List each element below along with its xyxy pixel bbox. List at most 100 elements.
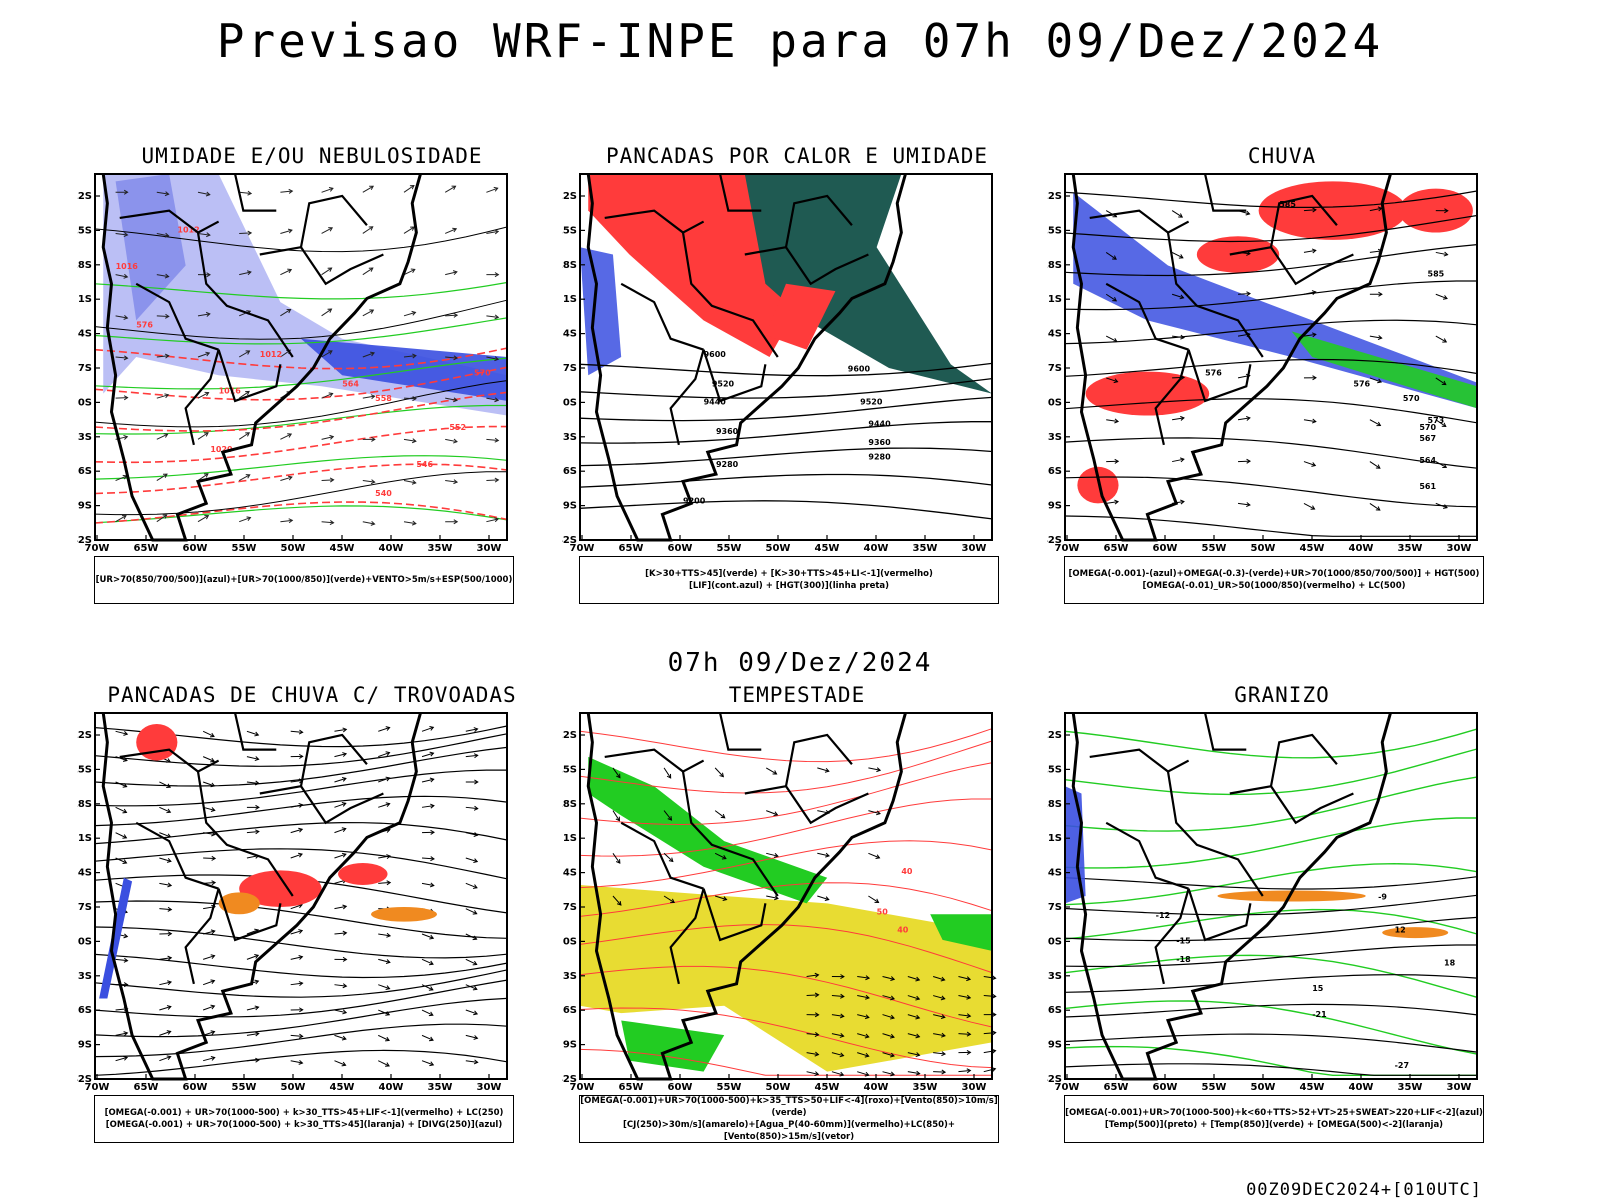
wind-vector — [958, 995, 971, 999]
wind-vector-head — [370, 394, 376, 400]
wind-vector-head — [246, 516, 252, 522]
wind-vector — [334, 828, 346, 834]
lon-tick-label: 30W — [477, 1082, 502, 1093]
contour-label: 50 — [877, 907, 889, 916]
coastline — [101, 712, 422, 1081]
wind-vector — [362, 309, 374, 317]
contour-label: 570 — [1403, 394, 1420, 403]
contour-line — [1064, 244, 1478, 277]
wind-vector — [465, 857, 478, 863]
wind-vector — [1303, 209, 1316, 212]
wind-vector — [115, 356, 128, 359]
forecast-map: 1012 1016 1020 576 570 564 558 552 546 540 1012 101… — [77, 173, 508, 554]
wind-vector-head — [287, 475, 293, 481]
lon-tick-label: 55W — [1202, 1082, 1227, 1093]
wind-vector-head — [167, 931, 173, 937]
wind-vector — [246, 1006, 259, 1011]
wind-vector — [197, 232, 210, 236]
wind-vector-head — [370, 479, 376, 485]
wind-vector-head — [941, 1069, 947, 1075]
wind-vector — [321, 393, 333, 399]
lat-tick-label: 21S — [77, 294, 92, 305]
wind-vector — [421, 726, 434, 732]
wind-vector-head — [298, 1007, 304, 1013]
forecast-map: 58557657357056756456158557657012S15S18S2… — [1047, 173, 1478, 554]
contour-label: 570 — [474, 368, 491, 377]
wind-vector — [1171, 210, 1183, 218]
contour-line — [1064, 974, 1478, 993]
wind-vector-head — [123, 982, 129, 988]
wind-vector-head — [205, 311, 211, 317]
wind-vector — [1237, 417, 1250, 421]
lat-tick-label: 33S — [77, 971, 92, 982]
contour-label: 1012 — [177, 226, 199, 235]
wind-vector — [246, 1032, 259, 1036]
wind-vector — [334, 932, 347, 935]
wind-vector — [882, 1033, 895, 1038]
contour-line — [579, 396, 993, 422]
wind-vector-head — [412, 353, 417, 359]
wind-vector — [403, 438, 416, 442]
wind-vector — [156, 514, 167, 523]
wind-vector — [465, 984, 478, 990]
wind-vector-head — [430, 803, 435, 809]
state-border — [719, 712, 762, 751]
wind-vector-head — [915, 976, 921, 982]
wind-vector-head — [875, 854, 881, 859]
wind-vector — [115, 1032, 128, 1036]
wind-vector-head — [369, 309, 375, 314]
wind-vector — [445, 228, 457, 234]
map-frame — [94, 173, 508, 541]
wind-vector — [806, 994, 819, 997]
wind-vector — [1435, 293, 1448, 300]
state-border — [604, 748, 705, 773]
wind-vector-head — [1312, 207, 1317, 213]
wind-vector-head — [429, 1061, 435, 1067]
contour-line — [1064, 776, 1478, 832]
wind-vector-head — [205, 191, 211, 197]
contour-line — [1064, 1000, 1478, 1055]
lat-tick-label: 18S — [562, 260, 577, 271]
wind-vector-head — [210, 807, 216, 812]
contour-label: 9360 — [716, 427, 739, 436]
wind-vector — [202, 781, 215, 787]
wind-vector-head — [452, 227, 458, 233]
wind-vector — [115, 475, 127, 481]
wind-vector — [403, 226, 415, 234]
wind-vector-head — [298, 929, 304, 934]
wind-vector — [868, 810, 881, 815]
lat-tick-label: 27S — [1047, 902, 1062, 913]
wind-vector — [882, 976, 895, 980]
contour-line — [94, 425, 507, 464]
wind-vector-head — [206, 232, 211, 238]
lon-tick-label: 55W — [232, 1082, 257, 1093]
contour-line — [1064, 1033, 1478, 1053]
state-border — [1105, 821, 1189, 890]
lat-tick-label: 27S — [77, 902, 92, 913]
legend-text: [OMEGA(-0.001) + UR>70(1000-500) + k>30_… — [104, 1108, 504, 1118]
lon-tick-label: 30W — [962, 1082, 987, 1093]
panel-title: UMIDADE E/OU NEBULOSIDADE — [141, 144, 483, 168]
contour-label: 9440 — [868, 420, 891, 429]
lon-tick-label: 60W — [183, 1082, 208, 1093]
wind-vector-head — [298, 1033, 304, 1039]
map-frame — [1064, 173, 1478, 541]
lon-tick-label: 30W — [1447, 1082, 1472, 1093]
forecast-map: 12S 15S 18S 21S 24S 27S 30S 33S 36S 39S 42S70W 65W 6… — [77, 712, 508, 1093]
wind-vector — [290, 1034, 303, 1037]
state-border — [1089, 748, 1190, 773]
contour-label: 1016 — [219, 387, 242, 396]
wind-vector — [290, 730, 303, 733]
lat-tick-label: 33S — [1047, 971, 1062, 982]
lat-tick-label: 36S — [1047, 466, 1062, 477]
wind-vector — [1435, 335, 1447, 343]
wind-vector — [612, 853, 621, 864]
wind-vector — [321, 267, 332, 276]
wind-vector-head — [123, 232, 129, 238]
wind-vector-head — [494, 229, 500, 235]
lon-tick-label: 65W — [1104, 543, 1129, 554]
wind-vector — [246, 781, 259, 784]
wind-vector-head — [1112, 296, 1118, 302]
contour-label: 1012 — [260, 350, 282, 359]
wind-vector — [159, 781, 171, 788]
